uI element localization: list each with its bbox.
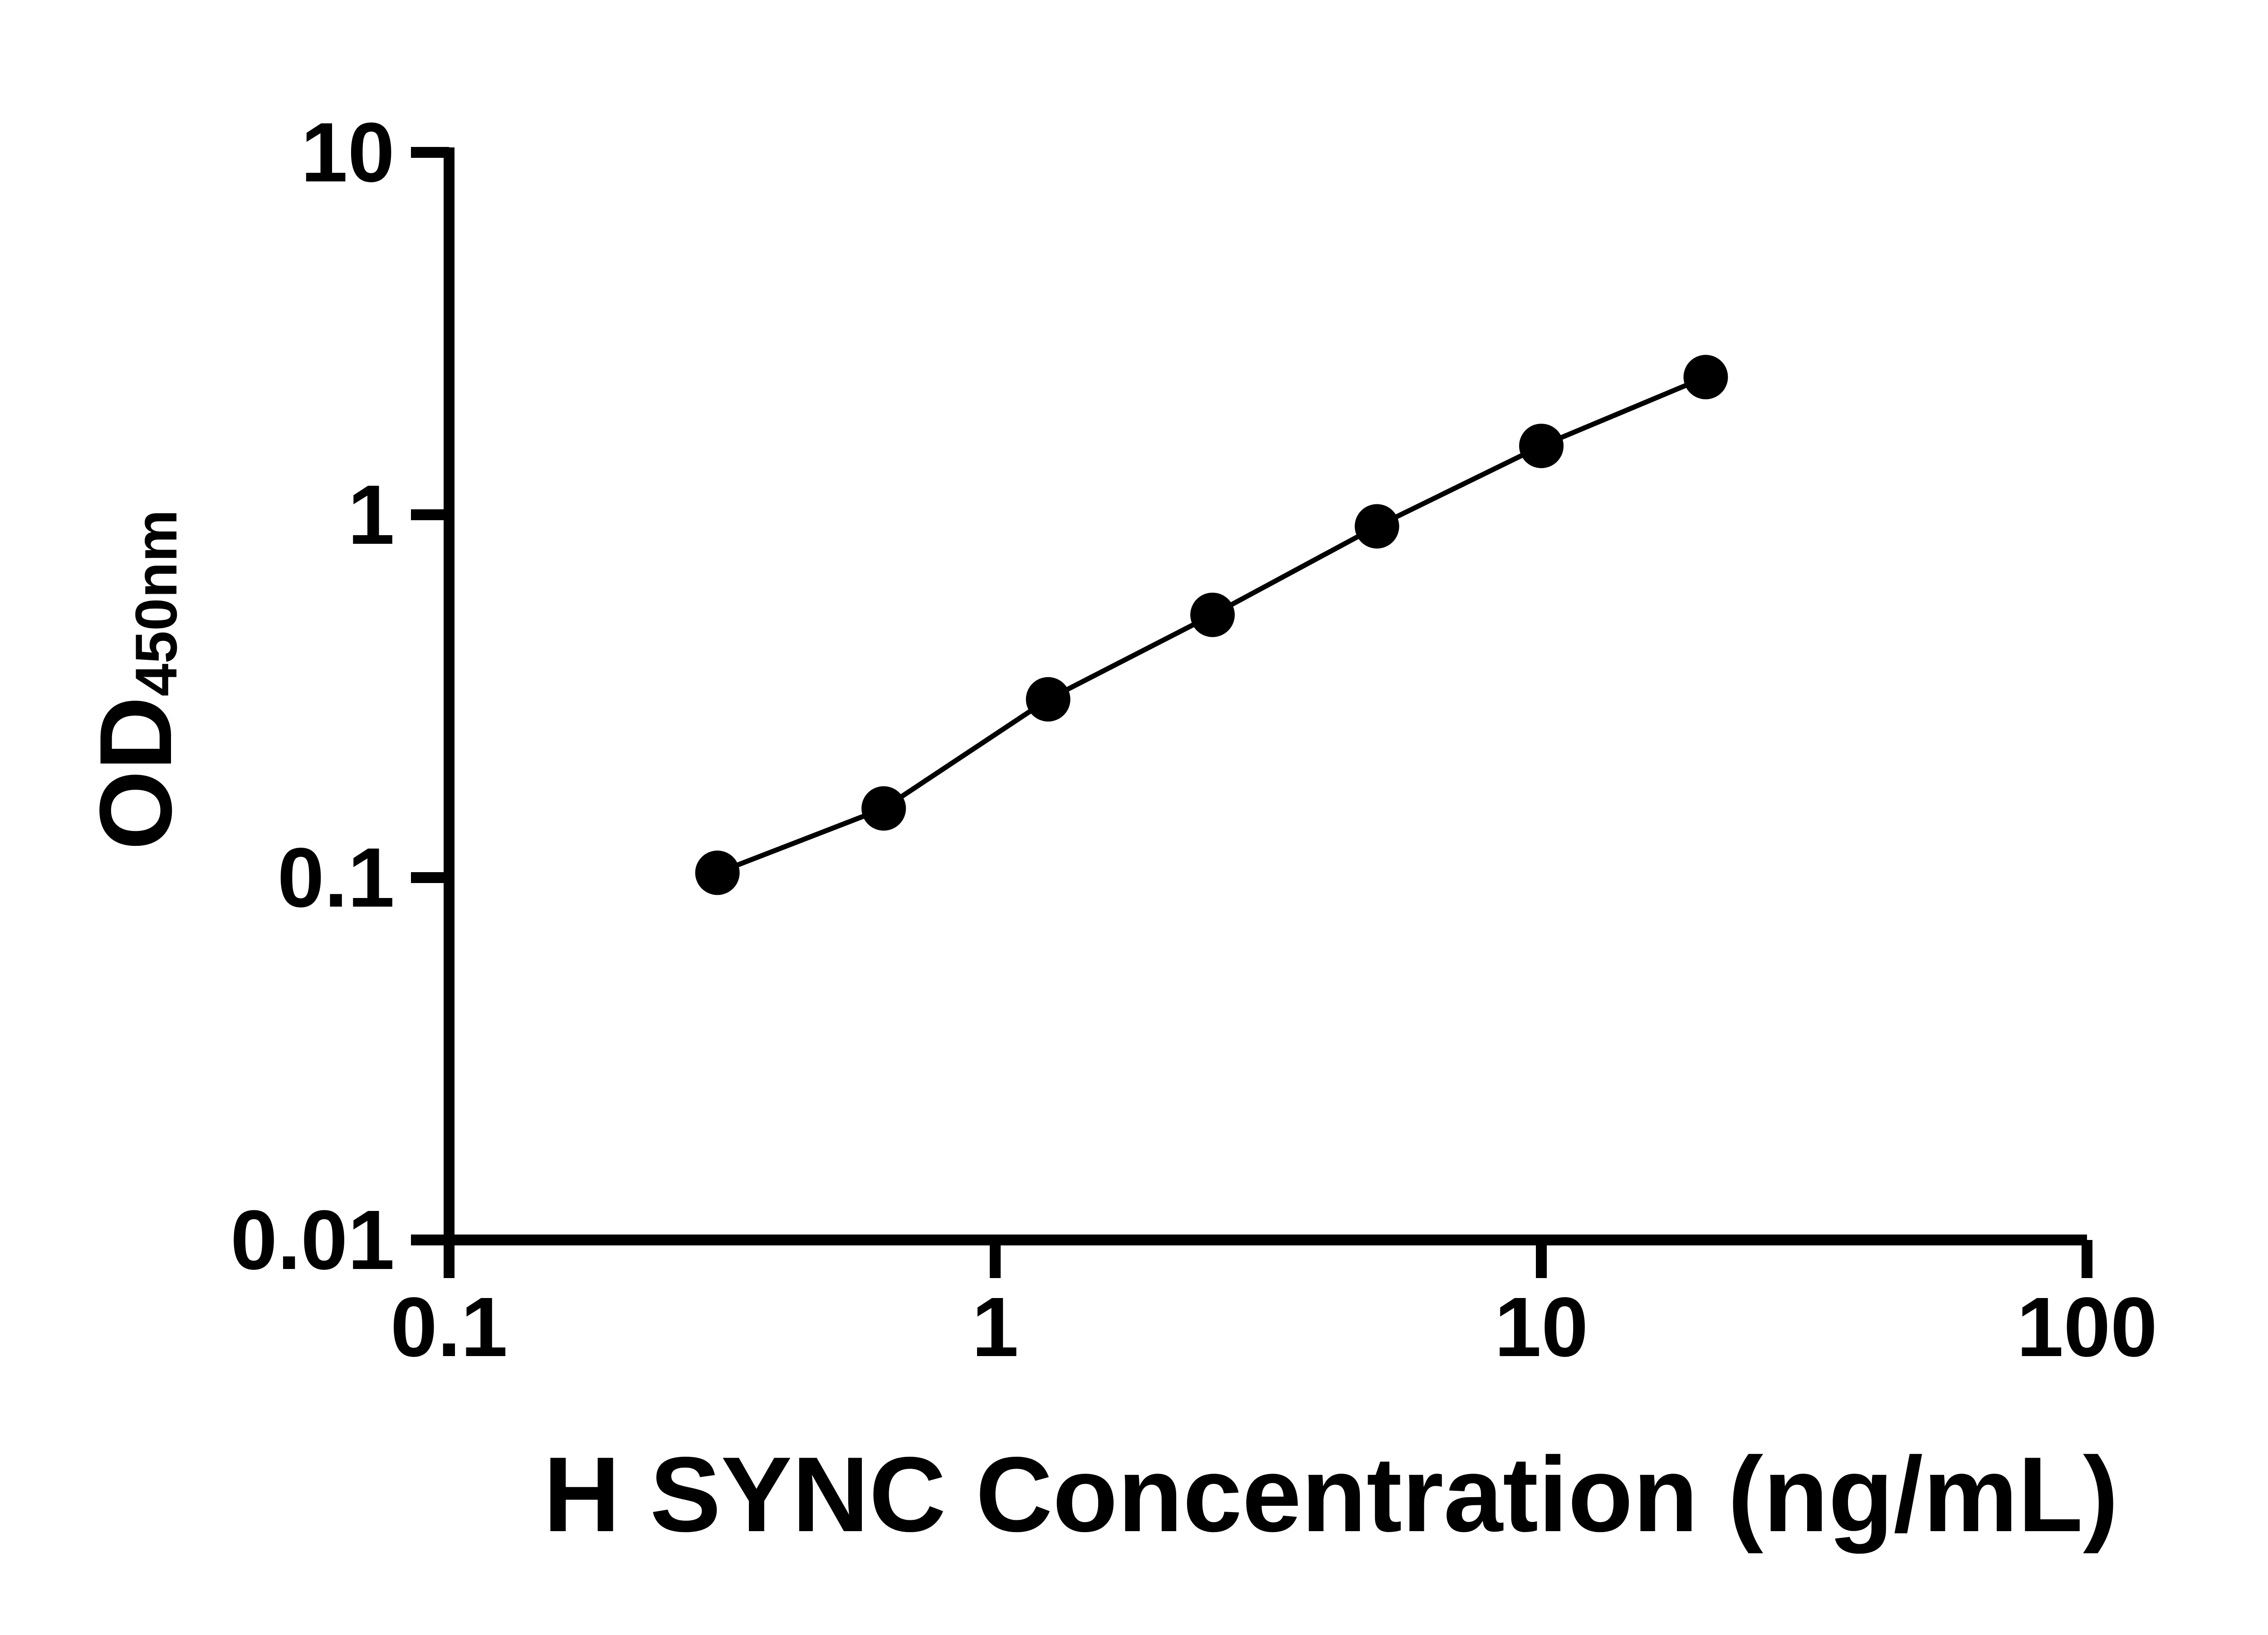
- svg-text:0.1: 0.1: [391, 1280, 508, 1374]
- svg-text:10: 10: [301, 106, 395, 200]
- svg-text:H SYNC Concentration (ng/mL): H SYNC Concentration (ng/mL): [543, 1435, 2119, 1554]
- svg-text:100: 100: [2017, 1280, 2157, 1374]
- svg-text:0.1: 0.1: [277, 831, 395, 925]
- svg-text:1: 1: [972, 1280, 1018, 1374]
- svg-text:1: 1: [348, 468, 395, 562]
- svg-text:10: 10: [1495, 1280, 1589, 1374]
- svg-text:0.01: 0.01: [230, 1193, 395, 1287]
